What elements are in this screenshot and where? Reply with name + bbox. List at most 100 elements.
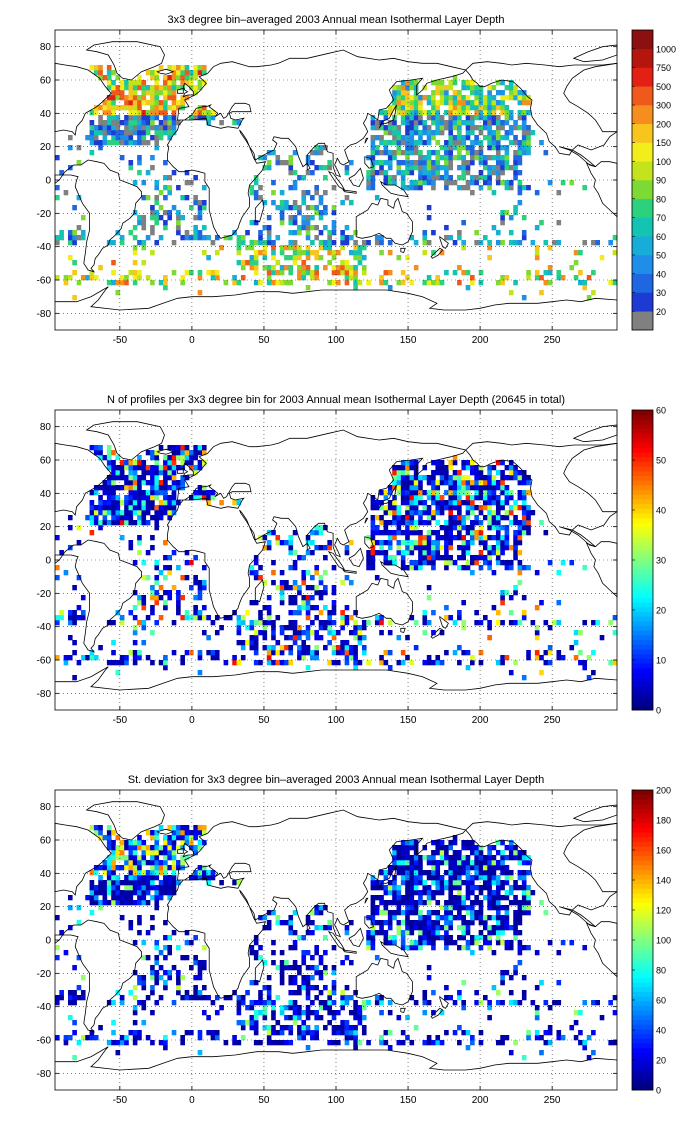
data-cell xyxy=(189,85,194,91)
data-cell xyxy=(426,475,432,481)
data-cell xyxy=(305,965,311,971)
data-cell xyxy=(413,465,419,471)
data-cell xyxy=(452,835,458,841)
data-cell xyxy=(495,535,501,541)
data-cell xyxy=(184,450,190,456)
data-cell xyxy=(158,485,164,491)
data-cell xyxy=(279,625,285,631)
data-cell xyxy=(141,955,147,961)
data-cell xyxy=(591,670,596,676)
data-cell xyxy=(141,470,147,476)
data-cell xyxy=(465,540,471,546)
data-cell xyxy=(214,270,220,276)
data-cell xyxy=(418,880,423,886)
data-cell xyxy=(314,545,319,551)
data-cell xyxy=(197,115,203,121)
data-cell xyxy=(491,225,497,231)
data-cell xyxy=(163,555,168,561)
data-cell xyxy=(444,235,449,241)
data-cell xyxy=(158,445,164,451)
data-cell xyxy=(439,475,445,481)
data-cell xyxy=(439,890,445,896)
data-cell xyxy=(344,280,350,286)
data-cell xyxy=(392,175,397,181)
data-cell xyxy=(163,890,168,896)
data-cell xyxy=(383,890,389,896)
data-cell xyxy=(305,160,311,166)
data-cell xyxy=(517,480,523,486)
data-cell xyxy=(513,210,518,216)
data-cell xyxy=(344,240,350,246)
data-cell xyxy=(141,560,147,566)
data-cell xyxy=(266,645,272,651)
data-cell xyxy=(323,525,328,531)
data-cell xyxy=(409,475,415,481)
data-cell xyxy=(379,275,384,281)
data-cell xyxy=(150,985,155,991)
data-cell xyxy=(426,135,432,141)
data-cell xyxy=(387,885,393,891)
data-cell xyxy=(171,80,177,86)
data-cell xyxy=(344,650,350,656)
data-cell xyxy=(119,280,125,286)
data-cell xyxy=(396,635,402,641)
colorbar-label: 180 xyxy=(656,816,671,826)
data-cell xyxy=(435,885,441,891)
data-cell xyxy=(197,490,203,496)
data-cell xyxy=(141,475,147,481)
data-cell xyxy=(513,280,518,286)
data-cell xyxy=(262,225,268,231)
data-cell xyxy=(504,185,510,191)
data-cell xyxy=(331,610,337,616)
data-cell xyxy=(124,280,129,286)
data-cell xyxy=(526,910,531,916)
data-cell xyxy=(206,255,211,261)
data-cell xyxy=(301,595,307,601)
data-cell xyxy=(292,940,298,946)
data-cell xyxy=(240,1020,246,1026)
data-cell xyxy=(457,865,462,871)
data-cell xyxy=(612,250,618,256)
colorbar-step xyxy=(632,649,653,655)
data-cell xyxy=(292,610,298,616)
data-cell xyxy=(137,170,142,176)
colorbar-step xyxy=(632,695,653,702)
data-cell xyxy=(405,875,410,881)
colorbar-step xyxy=(632,489,653,495)
data-cell xyxy=(292,230,298,236)
data-cell xyxy=(439,915,445,921)
data-cell xyxy=(431,935,436,941)
data-cell xyxy=(76,160,82,166)
data-cell xyxy=(422,165,428,171)
data-cell xyxy=(180,1040,185,1046)
data-cell xyxy=(292,585,298,591)
colorbar-step xyxy=(632,588,653,594)
data-cell xyxy=(409,180,415,186)
data-cell xyxy=(513,140,518,146)
data-cell xyxy=(413,885,419,891)
data-cell xyxy=(98,500,103,506)
data-cell xyxy=(150,595,155,601)
data-cell xyxy=(240,240,246,246)
data-cell xyxy=(521,230,527,236)
data-cell xyxy=(171,825,177,831)
data-cell xyxy=(266,1040,272,1046)
data-cell xyxy=(331,565,337,571)
data-cell xyxy=(111,80,116,86)
data-cell xyxy=(305,215,311,221)
data-cell xyxy=(491,140,497,146)
data-cell xyxy=(405,140,410,146)
data-cell xyxy=(482,560,488,566)
data-cell xyxy=(310,240,315,246)
data-cell xyxy=(400,860,406,866)
colorbar-step xyxy=(632,991,653,997)
data-cell xyxy=(331,255,337,261)
data-cell xyxy=(608,240,613,246)
data-cell xyxy=(534,250,540,256)
data-cell xyxy=(539,655,544,661)
coastline xyxy=(166,429,467,619)
coastline xyxy=(54,539,142,653)
data-cell xyxy=(452,515,458,521)
colorbar-step xyxy=(632,578,653,584)
data-cell xyxy=(279,205,285,211)
